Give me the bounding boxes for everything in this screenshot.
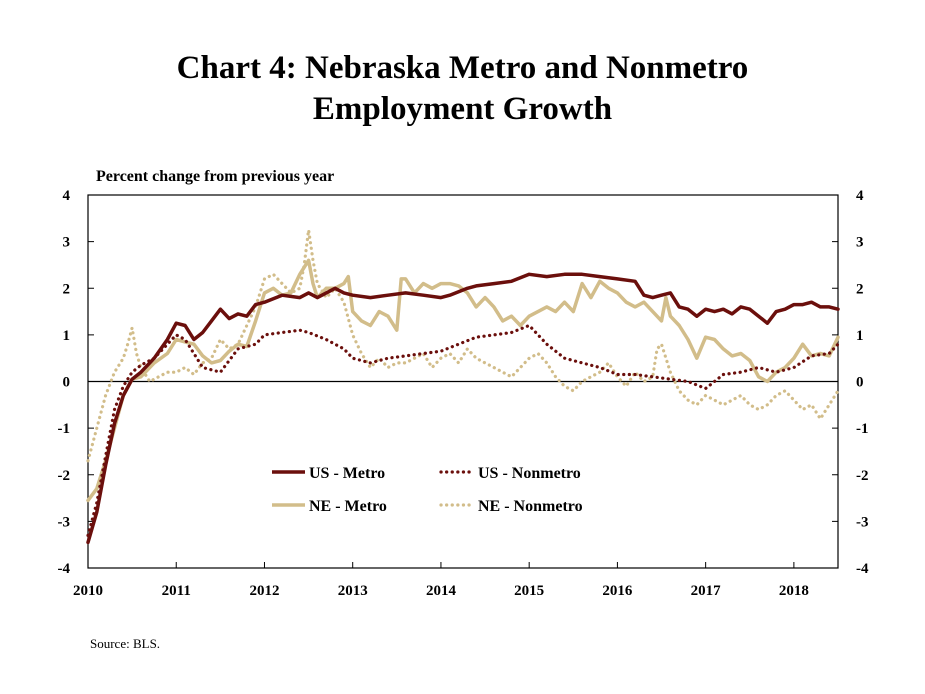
y-tick-label-right: 2 bbox=[856, 281, 864, 297]
y-tick-label-left: -4 bbox=[58, 561, 71, 577]
y-tick-label-left: 0 bbox=[63, 375, 71, 391]
y-axis-unit-label: Percent change from previous year bbox=[96, 168, 335, 185]
y-tick-label-left: -2 bbox=[58, 468, 71, 484]
source-note: Source: BLS. bbox=[90, 636, 161, 651]
x-tick-label: 2013 bbox=[338, 583, 368, 599]
x-tick-label: 2011 bbox=[162, 583, 191, 599]
x-tick-label: 2014 bbox=[426, 583, 457, 599]
y-tick-label-left: -1 bbox=[58, 421, 71, 437]
y-tick-label-right: 0 bbox=[856, 375, 864, 391]
series-lines bbox=[86, 228, 840, 545]
series-line-us-nonmetro bbox=[86, 323, 840, 538]
y-tick-label-left: -3 bbox=[58, 514, 71, 530]
x-tick-label: 2018 bbox=[779, 583, 809, 599]
y-tick-label-right: -1 bbox=[856, 421, 869, 437]
y-tick-label-right: -4 bbox=[856, 561, 869, 577]
y-tick-label-left: 3 bbox=[63, 235, 71, 251]
series-line-ne-metro bbox=[86, 258, 840, 503]
x-tick-label: 2017 bbox=[691, 583, 722, 599]
y-tick-label-left: 4 bbox=[63, 188, 71, 204]
legend-label-ne-metro: NE - Metro bbox=[309, 498, 387, 515]
x-tick-label: 2012 bbox=[249, 583, 279, 599]
series-line-ne-nonmetro bbox=[86, 228, 840, 463]
legend: US - Metro US - Nonmetro NE - Metro NE - No… bbox=[272, 465, 583, 515]
chart-title-line1: Chart 4: Nebraska Metro and Nonmetro bbox=[176, 50, 749, 86]
x-tick-label: 2010 bbox=[73, 583, 103, 599]
y-tick-label-right: 4 bbox=[856, 188, 864, 204]
legend-label-us-metro: US - Metro bbox=[309, 465, 385, 482]
y-tick-label-left: 1 bbox=[63, 328, 71, 344]
x-tick-label: 2016 bbox=[602, 583, 633, 599]
y-tick-label-left: 2 bbox=[63, 281, 71, 297]
y-tick-label-right: 3 bbox=[856, 235, 864, 251]
y-tick-label-right: -3 bbox=[856, 514, 869, 530]
x-tick-label: 2015 bbox=[514, 583, 544, 599]
series-line-us-metro bbox=[86, 272, 840, 545]
legend-label-ne-nonmetro: NE - Nonmetro bbox=[478, 498, 583, 515]
chart-title-line2: Employment Growth bbox=[312, 91, 613, 127]
y-tick-label-right: 1 bbox=[856, 328, 864, 344]
axes: -4 -4 -3 -3 -2 -2 -1 -1 0 0 1 1 2 2 3 3 4 4 2010 2011 2012 20… bbox=[58, 188, 869, 599]
legend-label-us-nonmetro: US - Nonmetro bbox=[478, 465, 581, 482]
y-tick-label-right: -2 bbox=[856, 468, 869, 484]
